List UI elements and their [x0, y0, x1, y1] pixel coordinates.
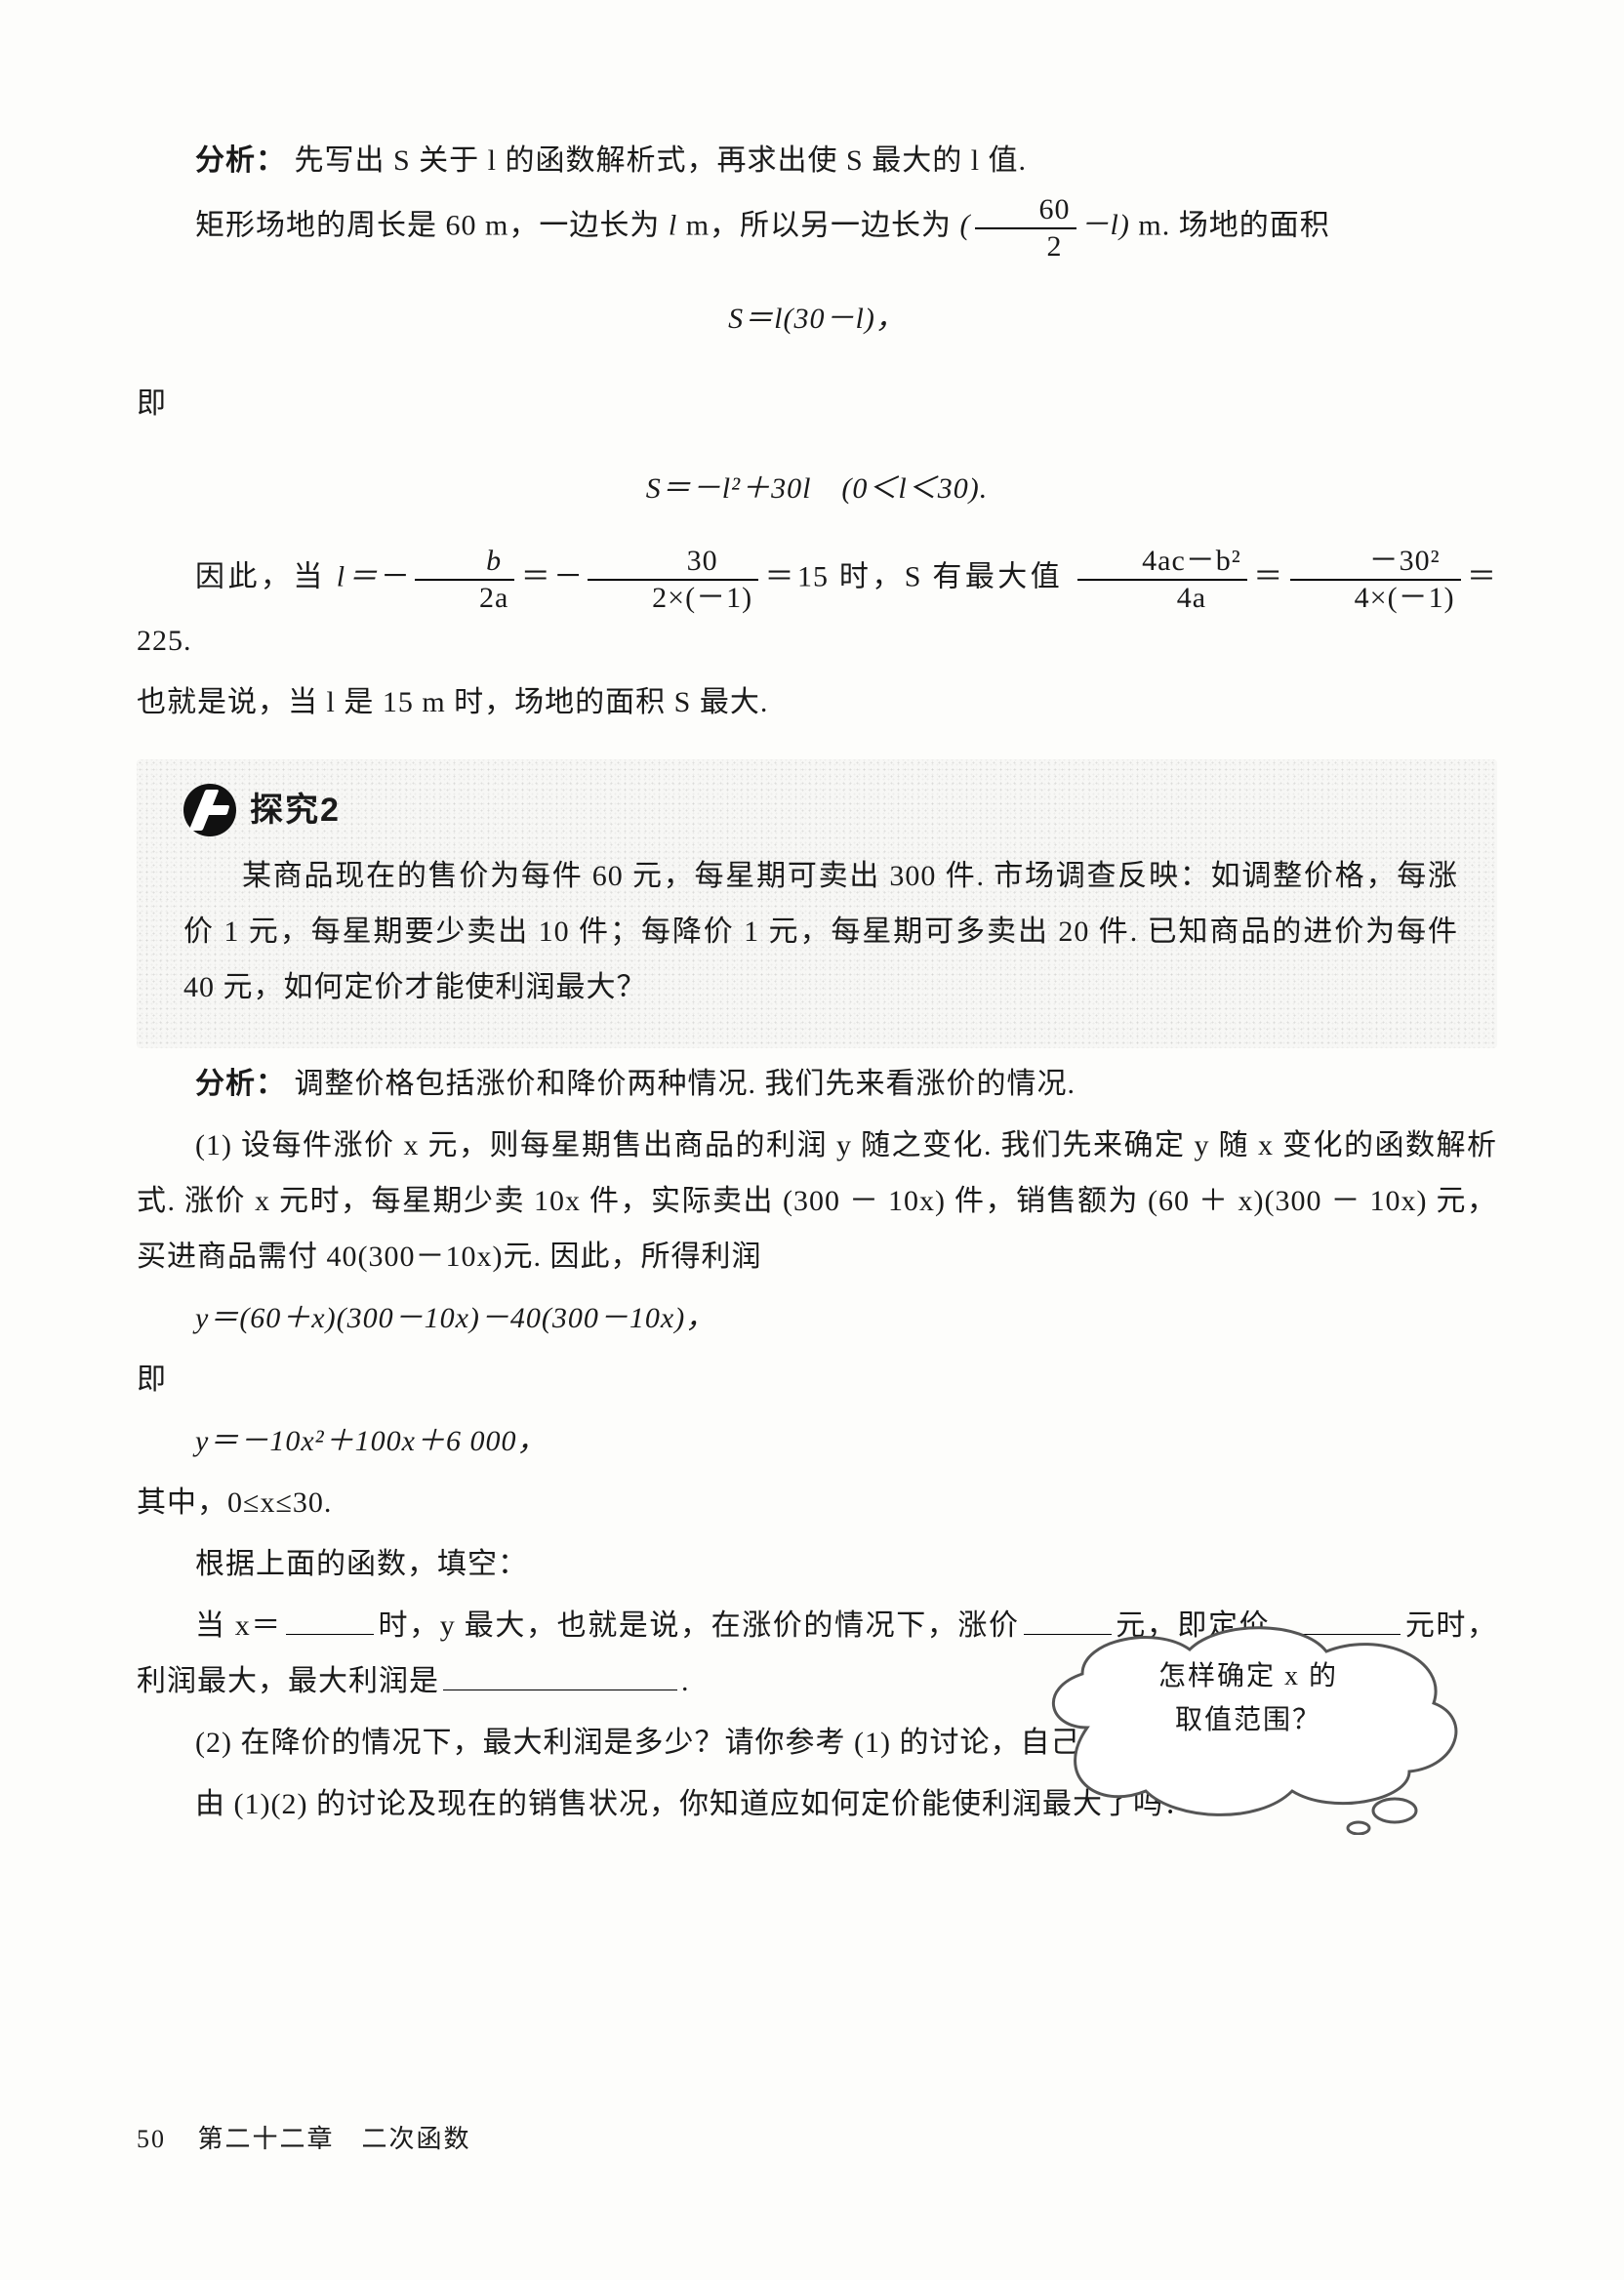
frac-val: －30²4×(－1) [1286, 546, 1465, 613]
explore-heading: 探究2 [183, 779, 1458, 842]
frac-30: 302×(－1) [584, 546, 762, 613]
frac-disc: 4ac－b²4a [1074, 546, 1251, 613]
hence-conclusion: 也就是说，当 l 是 15 m 时，场地的面积 S 最大. [137, 674, 1497, 730]
case-1-text: (1) 设每件涨价 x 元，则每星期售出商品的利润 y 随之变化. 我们先来确定… [137, 1118, 1497, 1284]
eq-y2: y＝－10x²＋100x＋6 000， [137, 1413, 976, 1469]
eq-S1: S＝l(30－l)， [137, 291, 1497, 346]
cloud-text: 怎样确定 x 的 取值范围？ [1029, 1655, 1468, 1743]
blank-x[interactable] [286, 1603, 374, 1635]
analysis-label: 分析： [195, 144, 286, 177]
analysis-1: 分析： 先写出 S 关于 l 的函数解析式，再求出使 S 最大的 l 值. [137, 133, 1497, 188]
frac-b-2a: b22aa [411, 546, 518, 613]
cloud-callout: 怎样确定 x 的 取值范围？ [1029, 1620, 1468, 1835]
explore-title: 探究2 [250, 779, 341, 842]
chapter-label: 第二十二章 二次函数 [198, 2125, 471, 2153]
blank-profit[interactable] [443, 1658, 677, 1690]
word-ji-1: 即 [137, 376, 1497, 431]
fill-intro: 根据上面的函数，填空： [137, 1536, 1497, 1592]
range-line: 其中，0≤x≤30. [137, 1475, 976, 1530]
word-ji-2: 即 [137, 1352, 976, 1407]
explore-box: 探究2 某商品现在的售价为每件 60 元，每星期可卖出 300 件. 市场调查反… [137, 759, 1497, 1048]
rect-paragraph: 矩形场地的周长是 60 m，一边长为 l m，所以另一边长为 (602－l) m… [137, 194, 1497, 262]
analysis-2: 分析： 调整价格包括涨价和降价两种情况. 我们先来看涨价的情况. [137, 1056, 1497, 1112]
page-footer: 50 第二十二章 二次函数 [137, 2115, 471, 2163]
narrow-flow: y＝(60＋x)(300－10x)－40(300－10x)， 即 y＝－10x²… [137, 1290, 976, 1530]
explore-body: 某商品现在的售价为每件 60 元，每星期可卖出 300 件. 市场调查反映：如调… [183, 848, 1458, 1015]
hence-line: 因此，当 l＝－b22aa＝－302×(－1)＝15 时，S 有最大值 4ac－… [137, 546, 1497, 669]
analysis-1-text: 先写出 S 关于 l 的函数解析式，再求出使 S 最大的 l 值. [295, 144, 1028, 177]
eq-S2: S＝－l²＋30l (0＜l＜30). [137, 461, 1497, 516]
other-side-expr: (602－l) [960, 209, 1130, 241]
textbook-page: 分析： 先写出 S 关于 l 的函数解析式，再求出使 S 最大的 l 值. 矩形… [0, 0, 1624, 2280]
eq-y1: y＝(60＋x)(300－10x)－40(300－10x)， [137, 1290, 976, 1346]
page-number: 50 [137, 2115, 166, 2163]
explore-icon [183, 784, 236, 836]
